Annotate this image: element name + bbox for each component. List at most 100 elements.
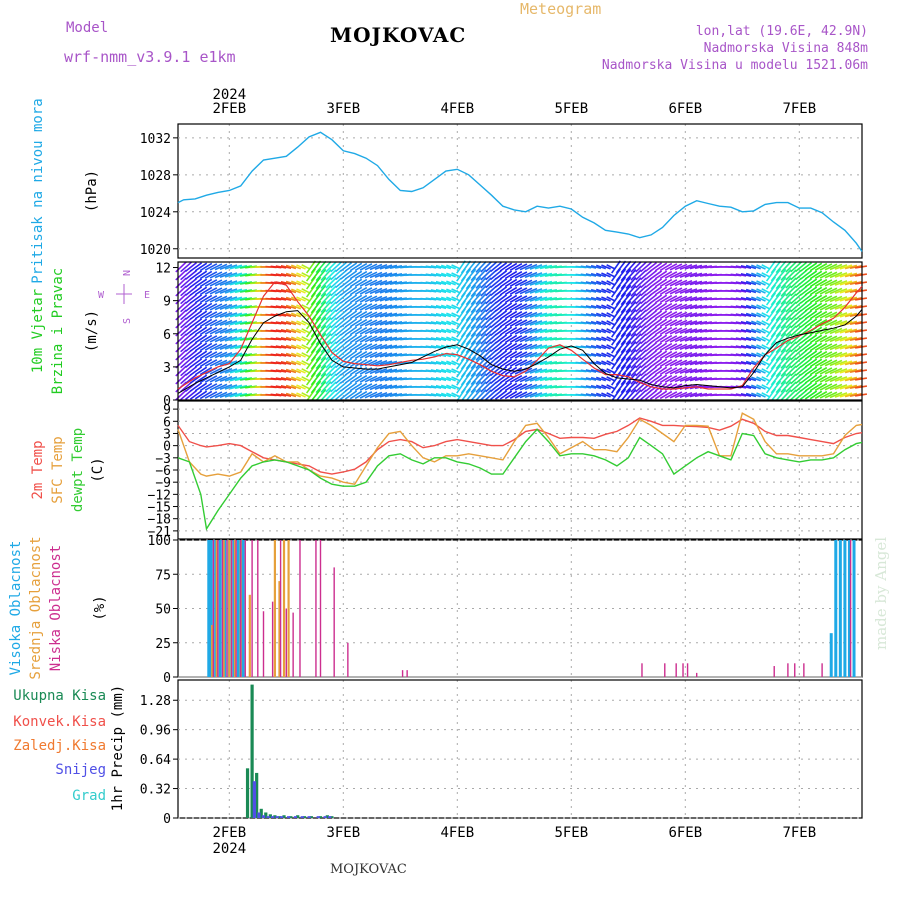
panel-frame <box>177 123 863 259</box>
wind-barb <box>514 287 528 295</box>
wind-barb <box>745 280 757 286</box>
wind-barb <box>490 293 502 305</box>
wind-barb <box>694 352 708 358</box>
wind-barb <box>285 328 297 334</box>
wind-barb <box>534 392 548 398</box>
wind-barb <box>204 319 218 327</box>
wind-barb <box>814 366 828 376</box>
wind-barb <box>630 293 642 305</box>
wind-barb <box>679 279 693 287</box>
wind-barb <box>580 353 592 357</box>
wind-barb <box>585 265 597 269</box>
wind-barb <box>384 344 398 350</box>
wind-barb <box>490 381 502 393</box>
wind-barb <box>615 356 627 370</box>
wind-barb <box>369 295 383 303</box>
wind-barb <box>640 373 652 385</box>
wind-barb <box>219 271 233 279</box>
wind-barb <box>354 278 368 288</box>
wind-barb <box>524 383 538 391</box>
wind-barb <box>620 316 632 330</box>
precip-bar <box>268 814 272 818</box>
cloud-bar <box>230 540 233 677</box>
wind-barb <box>740 344 752 350</box>
wind-barb <box>630 301 642 313</box>
wind-barb <box>214 327 228 335</box>
wind-barb <box>440 272 452 278</box>
wind-barb <box>440 304 452 310</box>
wind-barb <box>580 337 592 341</box>
wind-barb <box>301 352 311 358</box>
wind-barb <box>790 365 802 377</box>
wind-barb <box>775 380 787 394</box>
wind-barb <box>194 318 208 328</box>
wind-barb <box>854 265 868 269</box>
wind-barb <box>844 304 858 310</box>
wind-barb <box>669 367 683 375</box>
wind-barb <box>470 292 482 306</box>
wind-barb <box>430 321 442 325</box>
wind-barb <box>389 312 403 318</box>
wind-barb <box>430 305 442 309</box>
wind-barb <box>494 350 508 360</box>
wind-barb <box>296 288 306 294</box>
cloud-bar <box>641 663 643 677</box>
wind-barb <box>315 364 327 378</box>
wind-barb <box>751 320 761 326</box>
wind-barb <box>301 384 311 390</box>
wind-barb <box>470 372 482 386</box>
wind-barb <box>814 350 828 360</box>
wind-barb <box>630 285 642 297</box>
wind-barb <box>585 385 597 389</box>
wind-barb <box>325 365 337 377</box>
wind-barb <box>285 384 297 390</box>
wind-barb <box>625 357 637 369</box>
wind-barb <box>635 373 647 385</box>
wind-barb <box>580 329 592 333</box>
wind-barb <box>615 292 627 306</box>
wind-barb <box>301 288 311 294</box>
wind-barb <box>590 320 602 326</box>
wind-barb <box>475 285 487 297</box>
wind-barb <box>674 279 688 287</box>
wind-barb <box>524 375 538 383</box>
wind-barb <box>595 352 607 358</box>
wind-barb <box>364 271 378 279</box>
wind-barb <box>654 326 668 336</box>
wind-barb <box>664 375 678 383</box>
wind-barb <box>320 381 332 393</box>
wind-barb <box>844 344 858 350</box>
cloud-bar <box>773 666 775 677</box>
wind-barb <box>679 263 693 271</box>
wind-barb <box>296 304 306 310</box>
wind-barb <box>606 328 616 334</box>
wind-barb <box>640 333 652 345</box>
wind-barb <box>320 341 332 353</box>
wind-mean-line <box>177 309 863 394</box>
wind-barb <box>770 284 782 298</box>
wind-barb <box>630 341 642 353</box>
wind-barb <box>204 263 218 271</box>
wind-barb <box>795 317 807 329</box>
wind-barb <box>775 276 787 290</box>
wind-barb <box>349 334 363 344</box>
wind-barb <box>785 381 797 393</box>
wind-barb <box>664 359 678 367</box>
wind-barb <box>829 263 843 271</box>
wind-barb <box>674 351 688 359</box>
wind-barb <box>780 277 792 289</box>
wind-barb <box>209 391 223 399</box>
wind-barb <box>280 297 292 301</box>
wind-barb <box>524 319 538 327</box>
wind-barb <box>590 376 602 382</box>
wind-barb <box>229 328 243 334</box>
wind-barb <box>209 287 223 295</box>
wind-barb <box>529 368 543 374</box>
wind-barb <box>615 372 627 386</box>
wind-barb <box>824 311 838 319</box>
wind-barb <box>809 374 823 384</box>
wind-barb <box>761 368 771 374</box>
wind-barb <box>640 349 652 361</box>
wind-barb <box>595 360 607 366</box>
wind-barb <box>430 329 442 333</box>
